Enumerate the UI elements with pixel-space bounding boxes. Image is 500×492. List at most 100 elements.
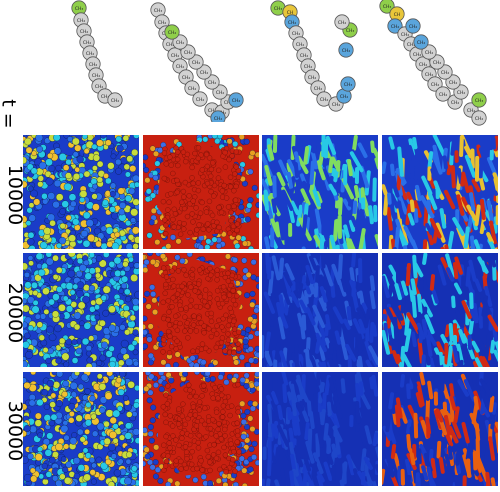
- particle: [61, 391, 68, 398]
- rod-molecule: [382, 329, 391, 355]
- particle: [30, 372, 37, 376]
- rod-molecule: [495, 432, 498, 454]
- particle: [234, 221, 241, 227]
- particle: [23, 180, 28, 189]
- particle: [24, 137, 32, 146]
- svg-text:CH₂: CH₂: [431, 82, 440, 88]
- particle: [23, 341, 30, 349]
- particle: [232, 301, 239, 308]
- svg-text:CH₂: CH₂: [391, 24, 400, 30]
- particle: [25, 351, 33, 359]
- particle: [195, 180, 202, 186]
- particle: [115, 377, 122, 384]
- rod-molecule: [415, 184, 422, 202]
- particle: [202, 421, 208, 428]
- svg-text:CH: CH: [394, 12, 401, 18]
- rod-molecule: [293, 161, 300, 179]
- particle: [196, 222, 202, 228]
- particle: [223, 312, 229, 319]
- svg-text:CH₂: CH₂: [224, 100, 233, 106]
- particle: [84, 272, 92, 280]
- particle: [43, 403, 50, 410]
- rod-molecule: [346, 454, 355, 476]
- particle: [148, 219, 155, 226]
- rod-molecule: [480, 439, 487, 463]
- particle: [165, 298, 171, 304]
- particle: [201, 383, 207, 389]
- rod-molecule: [265, 253, 271, 275]
- particle: [167, 154, 173, 160]
- rod-molecule: [421, 465, 429, 481]
- particle: [228, 209, 234, 216]
- particle: [191, 313, 197, 319]
- rod-molecule: [382, 425, 393, 441]
- rod-molecule: [474, 357, 483, 367]
- particle: [67, 136, 73, 143]
- rod-molecule: [471, 340, 480, 353]
- particle: [175, 268, 182, 274]
- particle: [107, 162, 115, 170]
- particle: [193, 393, 199, 400]
- particle: [255, 192, 259, 199]
- particle: [41, 193, 48, 200]
- rod-molecule: [480, 142, 487, 164]
- rod-molecule: [438, 456, 445, 474]
- rod-molecule: [295, 263, 302, 283]
- svg-text:CH₃: CH₃: [75, 6, 84, 12]
- particle: [208, 333, 215, 340]
- particle: [23, 381, 31, 390]
- rod-molecule: [308, 255, 318, 271]
- particle: [233, 183, 239, 190]
- particle: [205, 454, 211, 460]
- particle: [241, 483, 248, 486]
- rod-molecule: [307, 428, 313, 452]
- particle: [172, 313, 179, 320]
- particle: [23, 156, 27, 165]
- snapshot-t10000-molecule-2: [143, 135, 259, 249]
- bead: CH₂: [204, 74, 220, 90]
- particle: [107, 481, 115, 486]
- particle: [28, 245, 36, 249]
- svg-text:CH₂: CH₂: [176, 64, 185, 70]
- particle: [232, 197, 239, 203]
- rod-molecule: [487, 314, 498, 332]
- particle: [238, 204, 245, 211]
- rod-molecule: [278, 257, 285, 280]
- particle: [167, 413, 173, 419]
- particle: [175, 162, 181, 169]
- rod-molecule: [321, 361, 327, 367]
- particle: [160, 349, 166, 355]
- rod-molecule: [262, 356, 270, 367]
- rod-molecule: [296, 204, 303, 227]
- particle: [199, 467, 205, 473]
- svg-text:CH₂: CH₂: [425, 50, 434, 56]
- rod-molecule: [382, 173, 390, 188]
- particle: [248, 382, 255, 389]
- rod-molecule: [305, 216, 310, 233]
- particle: [95, 456, 103, 464]
- particle: [100, 341, 108, 349]
- particle: [48, 333, 57, 342]
- rod-molecule: [444, 324, 451, 338]
- rod-molecule: [425, 398, 431, 421]
- particle: [124, 432, 132, 440]
- rod-molecule: [387, 462, 395, 478]
- rod-molecule: [459, 135, 464, 158]
- particle: [186, 253, 193, 258]
- particle: [27, 231, 35, 239]
- rod-molecule: [263, 405, 270, 423]
- particle: [74, 224, 81, 231]
- particle: [118, 288, 124, 294]
- rod-molecule: [357, 333, 364, 351]
- rod-molecule: [390, 321, 397, 339]
- particle: [254, 372, 259, 378]
- particle: [182, 444, 189, 450]
- particle: [84, 388, 91, 395]
- rod-molecule: [268, 374, 273, 393]
- rod-molecule: [357, 298, 365, 318]
- bead: CH₂: [316, 91, 332, 107]
- particle: [179, 435, 185, 441]
- particle: [216, 224, 222, 231]
- particle: [208, 363, 215, 367]
